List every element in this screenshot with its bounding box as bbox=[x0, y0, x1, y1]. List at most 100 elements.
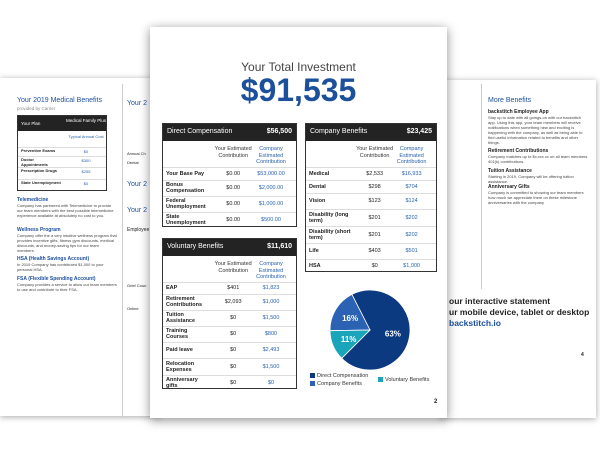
page-number: 2 bbox=[434, 399, 438, 405]
row-label: Medical bbox=[309, 170, 330, 177]
row-label: Vision bbox=[309, 198, 326, 204]
section-text: Stay up to date with all goings-on with … bbox=[488, 115, 583, 145]
table-header bbox=[306, 124, 436, 141]
table-total: $11,610 bbox=[267, 243, 292, 250]
subtitle: provided by Carrier bbox=[17, 106, 56, 111]
pie-slice bbox=[329, 293, 371, 332]
company-contribution: $1,000 bbox=[403, 263, 420, 269]
table-name: Company Benefits bbox=[310, 128, 368, 135]
section-heading: Anniversary Gifts bbox=[488, 184, 530, 190]
company-contribution: $1,000 bbox=[262, 299, 280, 305]
row-divider bbox=[163, 167, 296, 168]
cost-label: Typical Annual Cost bbox=[68, 134, 104, 139]
benefit-table: Voluntary Benefits $11,610 Your Estimated … bbox=[162, 238, 297, 389]
right-page bbox=[440, 80, 596, 418]
section-text: In 2019 Company has contributed $1,000 t… bbox=[17, 262, 104, 272]
row-divider bbox=[163, 294, 296, 295]
row-divider bbox=[18, 147, 106, 148]
row-label: Prescription Drugs bbox=[21, 168, 58, 173]
section-heading: Tuition Assistance bbox=[488, 168, 532, 174]
your-contribution: $2,533 bbox=[366, 170, 384, 177]
row-divider bbox=[18, 156, 106, 157]
your-contribution: $0 bbox=[230, 347, 237, 353]
column-header: Company Estimated Contribution bbox=[256, 261, 286, 280]
benefit-table: Direct Compensation $56,500 Your Estimated… bbox=[162, 123, 297, 227]
section-heading: Telemedicine bbox=[17, 197, 49, 203]
section-heading: FSA (Flexible Spending Account) bbox=[17, 276, 96, 282]
row-divider bbox=[163, 310, 296, 311]
table-header bbox=[163, 124, 296, 141]
fragment-text: Your 2 bbox=[127, 100, 147, 107]
slice-label: 63% bbox=[385, 330, 401, 339]
table-header bbox=[163, 239, 296, 256]
row-label: State Unemployment bbox=[166, 214, 206, 226]
row-divider bbox=[306, 209, 436, 210]
your-contribution: $0 bbox=[230, 331, 237, 337]
section-title: Your 2019 Medical Benefits bbox=[17, 97, 102, 104]
row-divider bbox=[163, 196, 296, 197]
row-label: HSA bbox=[309, 263, 321, 269]
promo-text: backstitch.io bbox=[449, 318, 501, 328]
page-edge bbox=[481, 84, 482, 289]
company-contribution: $0 bbox=[267, 379, 275, 386]
plan-table: Your Plan Medical Family Plus Typical Annu… bbox=[17, 115, 107, 191]
slice-label: 16% bbox=[342, 314, 358, 323]
your-contribution: $403 bbox=[368, 248, 381, 254]
section-heading: backstitch Employee App bbox=[488, 109, 549, 115]
fragment-text: Employee bbox=[127, 227, 150, 233]
column-header: Company Estimated Contribution bbox=[396, 146, 427, 165]
page-number: 4 bbox=[581, 352, 584, 358]
company-contribution: $1,823 bbox=[262, 285, 280, 291]
fragment-text: Annual Ch bbox=[127, 151, 146, 156]
row-label: Doctor Appointments bbox=[21, 157, 48, 167]
your-contribution: $401 bbox=[227, 285, 240, 291]
row-divider bbox=[306, 259, 436, 260]
legend-swatch bbox=[310, 381, 315, 386]
company-contribution: $2,000.00 bbox=[258, 185, 284, 191]
row-label: Bonus Compensation bbox=[166, 182, 205, 194]
company-contribution: $704 bbox=[405, 183, 418, 190]
row-value: $255 bbox=[81, 169, 91, 174]
row-value: $0 bbox=[83, 181, 89, 186]
company-contribution: $53,000.00 bbox=[257, 170, 285, 177]
legend-label: Voluntary Benefits bbox=[385, 376, 430, 383]
section-heading: Retirement Contributions bbox=[488, 148, 549, 154]
header-cell: Medical Family Plus bbox=[66, 118, 107, 123]
row-label: Preventive Exams bbox=[21, 148, 56, 153]
legend-swatch bbox=[378, 377, 383, 382]
row-divider bbox=[163, 282, 296, 283]
section-title: More Benefits bbox=[488, 97, 532, 104]
benefit-table: Company Benefits $23,425 Your Estimated Co… bbox=[305, 123, 437, 272]
table-header bbox=[18, 116, 106, 131]
your-contribution: $201 bbox=[368, 214, 381, 221]
center-page: 63% 16% 11% Your Total Investment $91,535 Di… bbox=[150, 27, 447, 418]
row-divider bbox=[18, 179, 106, 180]
legend-label: Direct Compensation bbox=[317, 372, 369, 379]
promo-text: ur mobile device, tablet or desktop bbox=[449, 307, 590, 317]
company-contribution: $2,493 bbox=[262, 347, 280, 353]
row-divider bbox=[163, 326, 296, 327]
row-label: Your Base Pay bbox=[166, 170, 205, 177]
section-heading: Wellness Program bbox=[17, 227, 61, 233]
header-cell: Your Plan bbox=[21, 121, 41, 126]
column-header: Your Estimated Contribution bbox=[214, 261, 252, 274]
column-header: Your Estimated Contribution bbox=[214, 146, 252, 159]
row-divider bbox=[18, 167, 106, 168]
row-label: Dental bbox=[309, 183, 326, 190]
section-heading: HSA (Health Savings Account) bbox=[17, 256, 90, 262]
your-contribution: $0.00 bbox=[226, 170, 241, 177]
company-contribution: $800 bbox=[264, 331, 278, 337]
pie-slice bbox=[341, 289, 411, 371]
legend-swatch bbox=[310, 373, 315, 378]
row-divider bbox=[306, 243, 436, 244]
company-contribution: $1,500 bbox=[262, 315, 280, 321]
your-contribution: $0.00 bbox=[226, 217, 241, 223]
table-total: $23,425 bbox=[406, 128, 432, 135]
row-label: Paid leave bbox=[166, 347, 193, 353]
fragment-text: Your 2 bbox=[127, 207, 147, 214]
left-page bbox=[0, 78, 160, 416]
row-label: Retirement Contributions bbox=[166, 296, 203, 308]
row-divider bbox=[163, 342, 296, 343]
row-divider bbox=[306, 180, 436, 181]
